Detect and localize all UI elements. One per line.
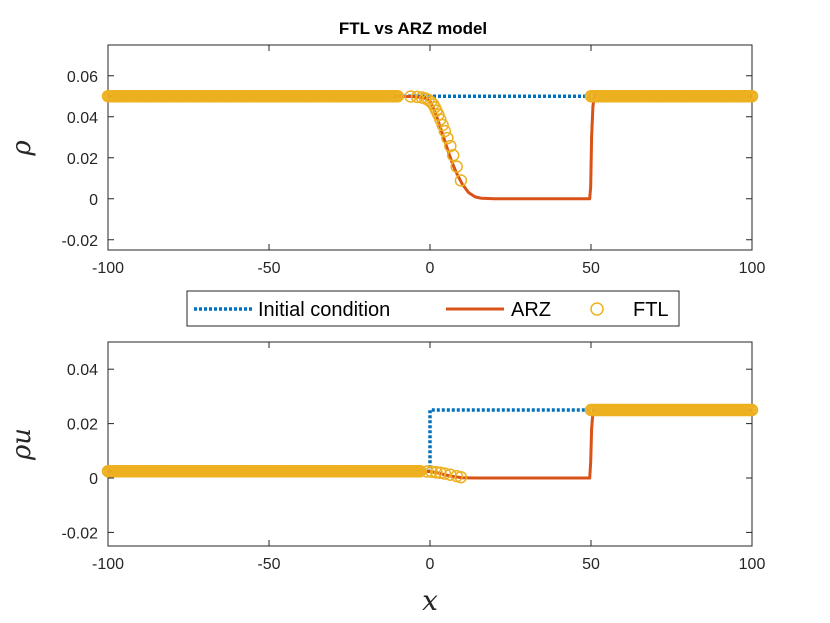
legend: Initial condition ARZ FTL — [186, 290, 680, 327]
y-tick-label: 0.02 — [67, 151, 98, 168]
legend-label-ftl: FTL — [633, 299, 669, 321]
bottom-panel: -100 -50 0 50 100 -0.02 0 0.02 0.04 ρu x — [7, 341, 766, 617]
x-tick-label: -50 — [257, 556, 280, 573]
x-tick-label: 50 — [582, 556, 600, 573]
x-tick-label: -50 — [257, 260, 280, 277]
data-point-ftl — [745, 89, 759, 103]
x-tick-label: 100 — [739, 556, 766, 573]
y-tick-label: 0.06 — [67, 69, 98, 86]
data-point-ftl — [438, 124, 452, 138]
data-point-ftl — [438, 467, 452, 480]
data-point-ftl — [434, 113, 447, 126]
y-axis-label: ρu — [7, 428, 37, 461]
legend-label-initial-condition: Initial condition — [258, 299, 390, 321]
x-tick-label: 50 — [582, 260, 600, 277]
chart-title: FTL vs ARZ model — [339, 19, 487, 38]
series-line-arz — [108, 408, 752, 480]
y-tick-label: -0.02 — [62, 525, 99, 542]
y-tick-label: 0.02 — [67, 417, 98, 434]
data-point-ftl — [446, 149, 460, 162]
data-point-ftl — [444, 139, 457, 153]
legend-swatch-ftl — [590, 302, 604, 316]
data-point-ftl — [436, 118, 449, 132]
plot-area — [107, 44, 753, 251]
x-tick-label: 0 — [426, 260, 435, 277]
legend-label-arz: ARZ — [511, 299, 551, 321]
data-point-ftl — [454, 470, 468, 484]
data-point-ftl — [441, 131, 454, 145]
data-point-ftl — [410, 90, 424, 104]
y-tick-label: 0.04 — [67, 110, 98, 127]
plot-area — [107, 341, 753, 547]
data-point-ftl — [430, 466, 443, 479]
x-tick-label: -100 — [92, 556, 124, 573]
x-axis-label: x — [422, 584, 438, 617]
x-tick-label: -100 — [92, 260, 124, 277]
data-point-ftl — [420, 465, 434, 478]
y-tick-label: 0 — [89, 192, 98, 209]
data-point-ftl — [391, 89, 405, 103]
y-axis-label: ρ — [7, 140, 37, 157]
y-tick-label: -0.02 — [62, 233, 99, 250]
y-tick-label: 0.04 — [67, 362, 98, 379]
x-tick-label: 0 — [426, 556, 435, 573]
data-point-ftl — [425, 465, 438, 478]
data-point-ftl — [454, 174, 468, 187]
x-tick-label: 100 — [739, 260, 766, 277]
y-tick-label: 0 — [89, 471, 98, 488]
legend-box — [186, 290, 680, 327]
data-point-ftl — [745, 403, 759, 417]
top-panel: -100 -50 0 50 100 -0.02 0 0.02 0.04 0.06 ρ — [7, 44, 766, 277]
data-point-ftl — [450, 160, 463, 173]
